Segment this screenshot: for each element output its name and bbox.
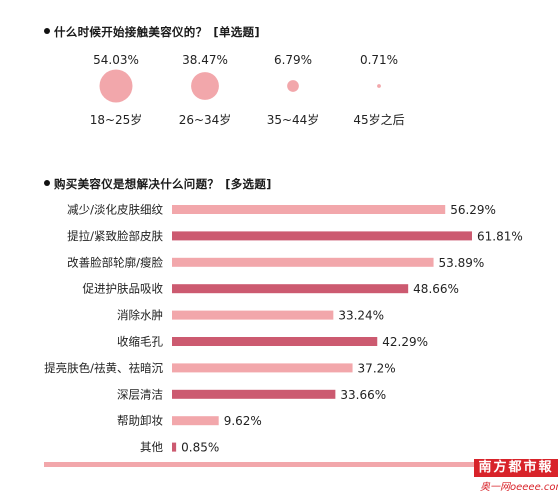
question-1-title: 什么时候开始接触美容仪的？ [单选题] (44, 24, 260, 40)
bar-category-label: 促进护肤品吸收 (83, 282, 164, 296)
bubble (191, 72, 219, 100)
bar (172, 205, 446, 214)
bubble-value-label: 54.03% (93, 53, 139, 67)
question-1-tag: [单选题] (213, 25, 260, 39)
bar-value-label: 42.29% (382, 335, 428, 349)
bar-category-label: 消除水肿 (117, 308, 163, 322)
bar (172, 284, 409, 294)
bubble-value-label: 6.79% (274, 53, 312, 67)
bubble-category-label: 45岁之后 (353, 112, 404, 127)
bar-category-label: 收缩毛孔 (117, 335, 163, 349)
bar-category-label: 帮助卸妆 (117, 414, 163, 428)
bullet-icon (44, 180, 50, 186)
question-2-title: 购买美容仪是想解决什么问题？ [多选题] (44, 176, 272, 192)
bar (172, 389, 336, 399)
bubble (99, 69, 133, 103)
question-2-text: 购买美容仪是想解决什么问题？ (54, 177, 220, 191)
footer-divider (44, 462, 474, 467)
bar (172, 363, 353, 373)
bar (172, 231, 472, 241)
bar-value-label: 56.29% (450, 203, 496, 217)
bar-value-label: 53.89% (439, 256, 485, 270)
bar-value-label: 0.85% (181, 441, 219, 455)
bar-value-label: 33.66% (340, 388, 386, 402)
bar-value-label: 61.81% (477, 229, 523, 243)
bubble-category-label: 18~25岁 (90, 112, 143, 127)
bar (172, 442, 177, 452)
bar-value-label: 48.66% (413, 282, 459, 296)
bar (172, 416, 219, 426)
bar-category-label: 提亮肤色/祛黄、祛暗沉 (44, 361, 163, 375)
bubble-category-label: 26~34岁 (179, 112, 232, 127)
question-1-text: 什么时候开始接触美容仪的？ (54, 25, 208, 39)
bar-value-label: 33.24% (338, 309, 384, 323)
newspaper-logo: 南方都市報 (474, 459, 558, 477)
bubble-category-label: 35~44岁 (267, 112, 320, 127)
bar-category-label: 提拉/紧致脸部皮肤 (67, 229, 163, 243)
bar (172, 257, 434, 267)
bar-category-label: 其他 (140, 440, 163, 454)
bar (172, 337, 378, 346)
bubble-value-label: 38.47% (182, 53, 228, 67)
bar (172, 310, 334, 320)
bubble (377, 84, 381, 88)
bar-category-label: 减少/淡化皮肤细纹 (67, 203, 163, 217)
bar-category-label: 深层清洁 (117, 387, 163, 401)
site-watermark: 奥一网oeeee.com (480, 482, 558, 493)
question-2-tag: [多选题] (225, 177, 272, 191)
bubble-value-label: 0.71% (360, 53, 398, 67)
bar-category-label: 改善脸部轮廓/瘦脸 (67, 255, 163, 269)
bubble (287, 80, 299, 92)
bullet-icon (44, 28, 50, 34)
bar-value-label: 37.2% (358, 361, 396, 375)
bar-value-label: 9.62% (224, 414, 262, 428)
